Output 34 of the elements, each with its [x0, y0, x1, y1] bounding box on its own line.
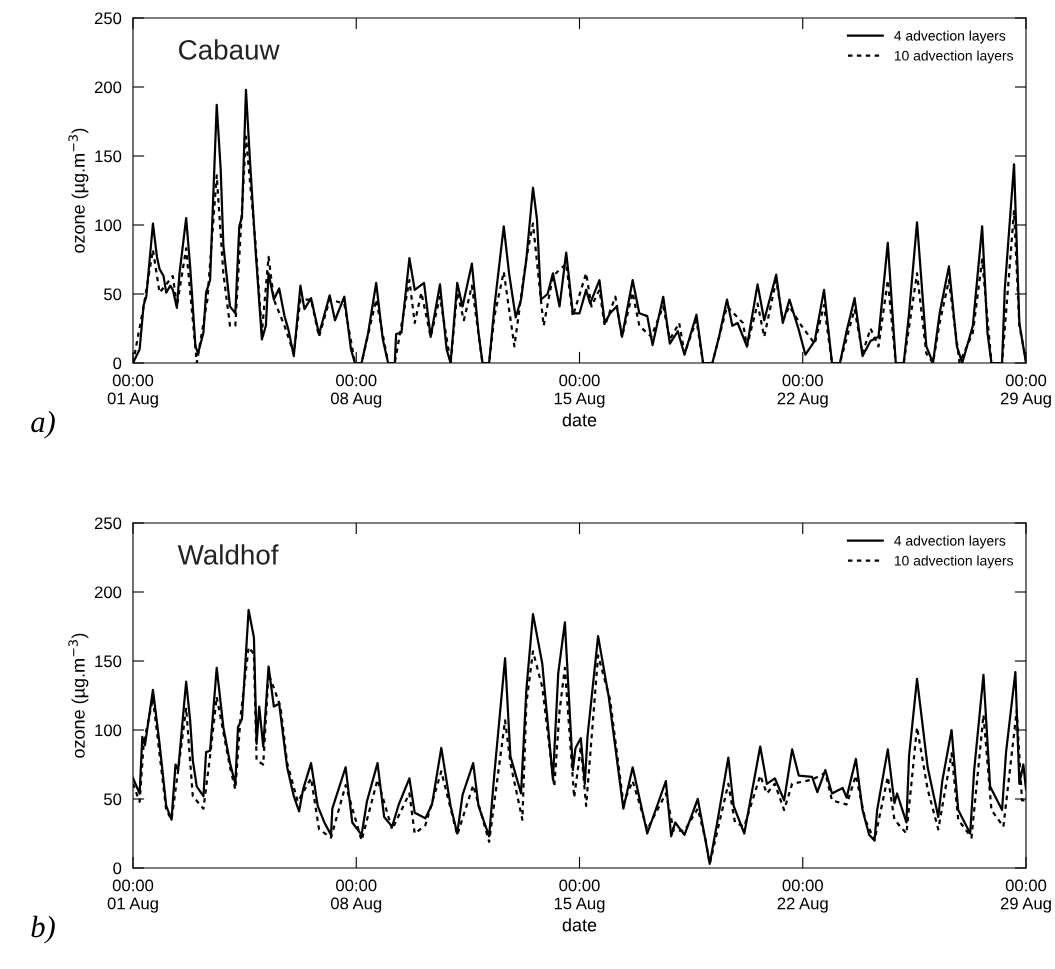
y-tick-label: 0: [113, 862, 122, 875]
annotation: Waldhof: [177, 544, 279, 565]
y-tick-label: 0: [113, 357, 122, 370]
x-axis-title: date: [562, 918, 597, 932]
y-tick-label: 100: [95, 724, 122, 737]
y-tick-label: 150: [95, 150, 122, 163]
x-tick-label: 00:00 29 Aug: [1000, 374, 1051, 408]
legend-label: 10 advection layers: [894, 50, 1014, 64]
x-tick-label: 00:00 01 Aug: [107, 374, 158, 408]
text: a): [31, 410, 55, 439]
x-tick-label: 00:00 22 Aug: [777, 879, 828, 913]
x-tick-label: 00:00 15 Aug: [554, 879, 605, 913]
y-axis-title: ozone (µg.m$^{−3}$): [68, 128, 89, 253]
legend-label: 10 advection layers: [894, 555, 1014, 569]
x-tick-label: 00:00 15 Aug: [554, 374, 605, 408]
y-tick-label: 150: [95, 655, 122, 668]
y-tick-label: 250: [94, 12, 122, 25]
x-tick-label: 00:00 08 Aug: [330, 879, 382, 913]
x-axis-title: date: [562, 413, 597, 427]
legend-label: 4 advection layers: [894, 535, 1006, 549]
annotation: Cabauw: [179, 39, 280, 60]
y-tick-label: 50: [104, 793, 122, 806]
x-tick-label: 00:00 29 Aug: [1000, 879, 1051, 913]
text: b): [31, 915, 55, 944]
y-tick-label: 200: [94, 586, 122, 599]
y-axis-title: ozone (µg.m$^{−3}$): [68, 633, 89, 758]
x-tick-label: 00:00 22 Aug: [777, 374, 828, 408]
x-tick-label: 00:00 01 Aug: [107, 879, 158, 913]
y-tick-label: 50: [104, 288, 122, 301]
y-tick-label: 100: [95, 219, 122, 232]
x-tick-label: 00:00 08 Aug: [330, 374, 382, 408]
y-tick-label: 200: [94, 81, 122, 94]
y-tick-label: 250: [94, 517, 122, 530]
legend-label: 4 advection layers: [894, 30, 1006, 44]
